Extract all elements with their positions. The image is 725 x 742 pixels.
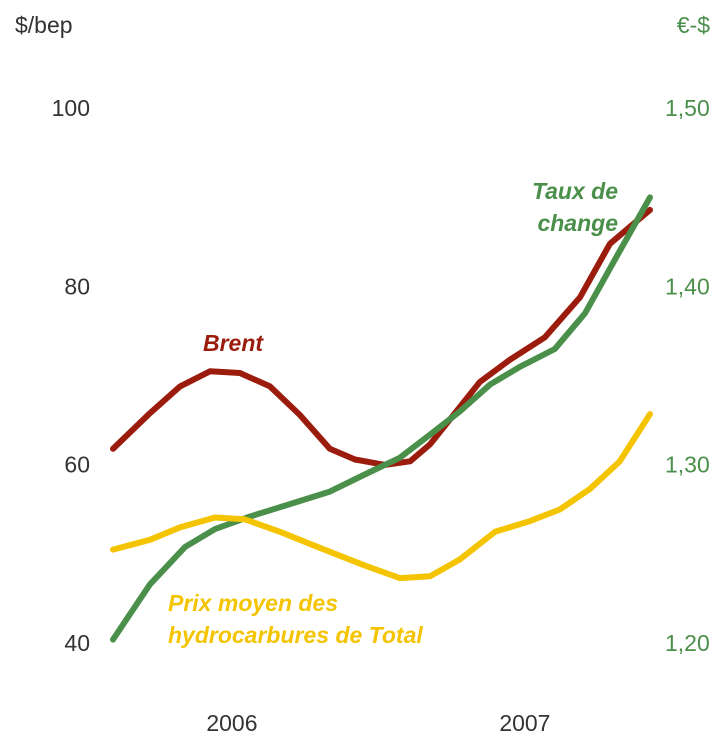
y-tick-label: 60 [64,452,90,478]
y-tick-label: 80 [64,273,90,299]
series-line [110,411,653,582]
x-tick-label: 2007 [499,710,550,736]
y2-tick-label: 1,20 [665,630,710,656]
y2-axis-label: €-$ [677,12,710,38]
annotation: hydrocarbures de Total [168,622,423,648]
annotation: Taux de [532,178,618,204]
series-line [110,206,653,468]
y2-tick-label: 1,50 [665,95,710,121]
y2-tick-label: 1,30 [665,452,710,478]
annotation: Brent [203,330,264,356]
annotation: Prix moyen des [168,590,338,616]
y-axis-label: $/bep [15,12,73,38]
y2-tick-label: 1,40 [665,273,710,299]
y-tick-label: 100 [52,95,90,121]
series-line [110,194,653,643]
annotation: change [537,210,618,236]
y-tick-label: 40 [64,630,90,656]
x-tick-label: 2006 [206,710,257,736]
